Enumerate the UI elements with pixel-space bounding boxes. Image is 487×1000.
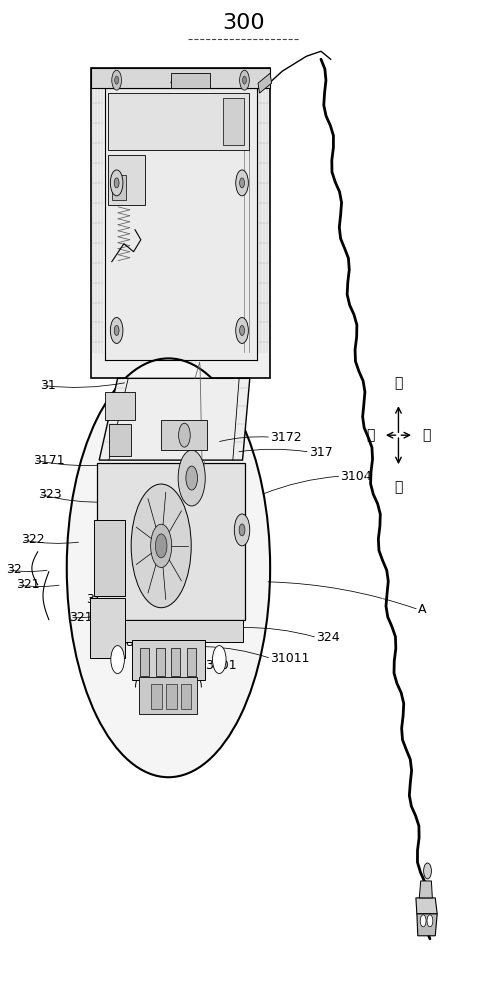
Text: 3104: 3104 [340,470,372,483]
Bar [90,598,125,658]
Circle shape [111,646,124,674]
Circle shape [114,325,119,335]
Circle shape [111,170,123,196]
Text: 下: 下 [394,480,403,494]
Bar [171,73,209,88]
Circle shape [427,915,433,927]
Circle shape [115,76,118,84]
Text: 32: 32 [6,563,22,576]
Bar [161,420,207,450]
Polygon shape [417,914,437,936]
Bar [112,175,126,200]
Text: 300: 300 [222,13,265,33]
Circle shape [114,178,119,188]
Bar [97,463,245,620]
Bar [94,520,125,596]
Circle shape [131,484,191,608]
Circle shape [239,524,245,536]
Bar [139,677,198,714]
Circle shape [236,170,248,196]
Text: 3212: 3212 [86,593,118,606]
Polygon shape [416,898,437,914]
Text: 左: 左 [366,428,374,442]
Text: 右: 右 [423,428,431,442]
Bar [106,392,134,420]
Bar [181,684,191,709]
Text: 323: 323 [37,488,61,501]
Text: 31011: 31011 [270,652,310,665]
Bar [99,620,243,642]
Text: 321: 321 [16,578,39,591]
Circle shape [67,358,270,777]
Bar [109,93,249,150]
Text: 3171: 3171 [33,454,64,467]
Circle shape [179,423,190,447]
Polygon shape [91,68,270,88]
Bar [109,155,145,205]
Bar [151,684,162,709]
Circle shape [150,524,172,568]
Bar [110,424,131,456]
Circle shape [240,70,249,90]
Circle shape [112,70,121,90]
Text: 324: 324 [316,631,340,644]
Bar [105,88,257,360]
Polygon shape [419,881,432,898]
Bar [166,684,177,709]
Text: A: A [418,603,426,616]
Circle shape [240,178,244,188]
Text: 上: 上 [394,376,403,390]
Bar [171,648,180,676]
Text: 317: 317 [309,446,333,459]
Circle shape [186,466,198,490]
Bar [156,648,165,676]
Text: 322: 322 [21,533,44,546]
Circle shape [424,863,431,879]
Circle shape [243,76,246,84]
Circle shape [212,646,226,674]
Bar [132,640,205,680]
Bar [223,98,244,145]
Circle shape [155,534,167,558]
Text: 31: 31 [40,379,56,392]
Text: 3213: 3213 [137,649,169,662]
Bar [187,648,196,676]
Circle shape [420,915,426,927]
Text: 318: 318 [111,636,134,649]
Circle shape [236,318,248,343]
Polygon shape [99,378,250,460]
Polygon shape [258,73,272,93]
Circle shape [234,514,250,546]
Circle shape [178,450,205,506]
Circle shape [240,325,244,335]
Bar [140,648,149,676]
Text: 3172: 3172 [270,431,302,444]
Polygon shape [91,68,270,378]
Text: 3101: 3101 [205,659,236,672]
Circle shape [111,318,123,343]
Text: 3211: 3211 [69,611,101,624]
